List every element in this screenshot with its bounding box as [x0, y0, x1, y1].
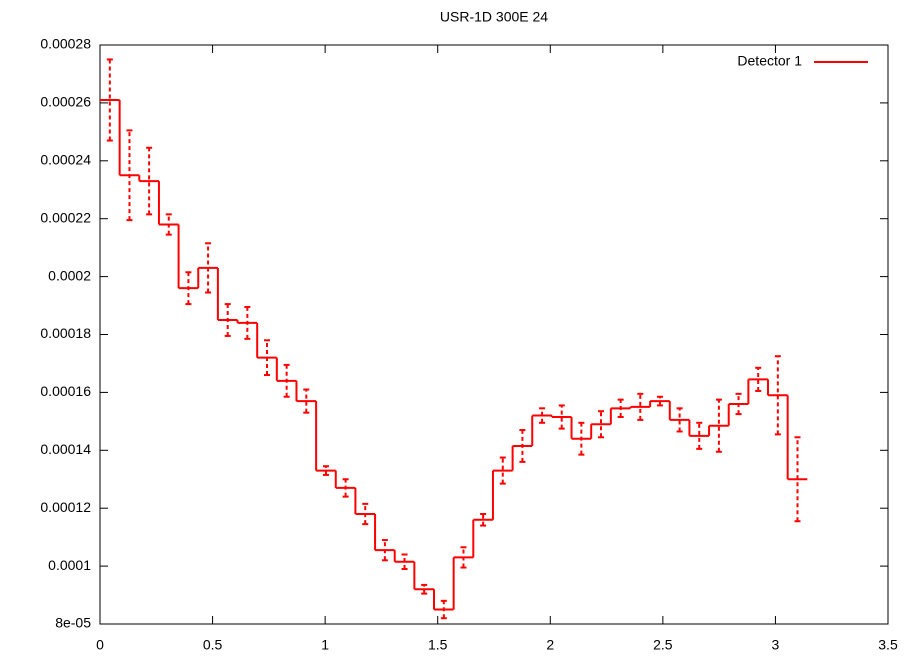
error-bar	[342, 478, 349, 498]
y-tick-label: 0.00012	[40, 499, 91, 515]
error-bar	[735, 392, 742, 416]
x-tick-label: 0.5	[203, 637, 223, 653]
error-bar	[224, 303, 231, 337]
error-bar	[244, 305, 251, 340]
error-bar	[656, 395, 663, 407]
error-bar	[362, 502, 369, 526]
error-bar	[322, 465, 329, 476]
error-bar	[539, 407, 546, 424]
error-bar	[578, 421, 585, 456]
error-bar	[519, 429, 526, 463]
y-tick-label: 0.0002	[48, 267, 91, 283]
x-tick-label: 3	[772, 637, 780, 653]
legend-label: Detector 1	[737, 53, 802, 69]
error-bar	[126, 129, 133, 222]
error-bar	[146, 146, 153, 216]
error-bar	[165, 213, 172, 236]
error-bar	[696, 421, 703, 450]
y-tick-label: 8e-05	[55, 615, 91, 631]
y-tick-label: 0.00026	[40, 94, 91, 110]
y-tick-label: 0.00024	[40, 152, 91, 168]
x-tick-label: 1	[321, 637, 329, 653]
error-bar	[401, 553, 408, 570]
error-bar	[499, 456, 506, 485]
y-tick-label: 0.00016	[40, 383, 91, 399]
y-tick-label: 0.00014	[40, 441, 91, 457]
error-bar	[381, 539, 388, 562]
y-tick-label: 0.00022	[40, 209, 91, 225]
error-bar	[480, 512, 487, 527]
y-tick-label: 0.0001	[48, 557, 91, 573]
error-bar	[558, 404, 565, 430]
error-bar	[440, 599, 447, 620]
x-tick-label: 2.5	[653, 637, 673, 653]
x-tick-label: 3.5	[878, 637, 898, 653]
error-bar	[774, 355, 781, 436]
error-bar	[185, 271, 192, 306]
x-tick-label: 2	[546, 637, 554, 653]
error-bar	[598, 410, 605, 439]
error-bar	[421, 583, 428, 595]
error-bar	[794, 436, 801, 523]
error-bar	[637, 392, 644, 421]
y-tick-label: 0.00028	[40, 36, 91, 52]
error-bar	[715, 398, 722, 453]
error-bar	[205, 242, 212, 294]
y-tick-label: 0.00018	[40, 325, 91, 341]
error-bar	[676, 407, 683, 433]
error-bar	[755, 366, 762, 392]
x-tick-label: 1.5	[428, 637, 448, 653]
chart-title: USR-1D 300E 24	[440, 9, 548, 25]
error-bar	[264, 339, 271, 377]
x-tick-label: 0	[96, 637, 104, 653]
error-bar	[460, 546, 467, 569]
plot-frame	[99, 44, 889, 625]
error-bar	[283, 363, 290, 398]
error-bar	[617, 398, 624, 419]
error-bar	[303, 388, 310, 414]
error-bar	[106, 58, 113, 142]
